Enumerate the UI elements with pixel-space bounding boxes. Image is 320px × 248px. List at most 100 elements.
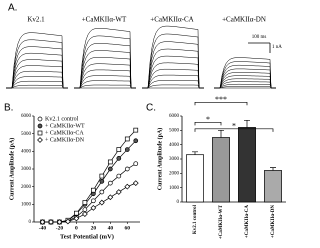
bar: [238, 127, 256, 203]
marker: [107, 180, 113, 186]
current-trace: [142, 84, 204, 89]
current-trace: [214, 64, 276, 89]
bar: [212, 137, 230, 203]
series-line: [42, 182, 136, 223]
significance-label: *: [232, 122, 236, 131]
marker: [124, 183, 131, 190]
marker: [133, 161, 139, 167]
legend-label: + CaMKIIα-DN: [45, 137, 85, 143]
current-trace: [142, 68, 204, 89]
y-tick-label: 5000: [169, 128, 180, 133]
marker: [39, 219, 46, 225]
current-trace: [214, 81, 276, 89]
marker: [124, 166, 130, 172]
marker: [48, 219, 54, 225]
current-trace: [214, 83, 276, 89]
x-tick-label: 20: [91, 225, 97, 231]
current-trace: [6, 46, 68, 89]
bar: [264, 170, 282, 203]
x-tick-label: -20: [56, 225, 64, 231]
x-axis-label: Test Potential (mV): [60, 233, 114, 240]
current-trace: [6, 84, 68, 89]
marker: [81, 211, 88, 217]
current-trace: [214, 61, 276, 89]
trace-label: +CaMKIIα-CA: [150, 16, 193, 24]
marker: [133, 127, 139, 133]
current-trace: [214, 78, 276, 89]
current-trace: [6, 76, 68, 89]
marker: [133, 138, 139, 144]
series-line: [42, 163, 136, 223]
error-bar: [218, 129, 224, 138]
y-tick-label: 1000: [169, 186, 180, 191]
current-trace: [74, 84, 136, 89]
marker: [107, 194, 114, 201]
marker: [37, 123, 43, 129]
current-trace: [142, 62, 204, 89]
marker: [99, 179, 105, 184]
current-trace: [74, 28, 136, 89]
marker: [116, 173, 122, 179]
y-tick-label: 6000: [169, 114, 180, 119]
marker: [116, 147, 122, 152]
marker: [124, 136, 130, 142]
panel-label: B.: [4, 103, 13, 114]
marker: [99, 173, 105, 179]
x-tick-label: +CaMKIIα-WT: [219, 204, 224, 239]
series-line: [42, 140, 137, 223]
legend-label: + CaMKIIα-CA: [45, 130, 84, 136]
significance-bracket: [194, 101, 248, 106]
series-line: [42, 129, 137, 223]
marker: [37, 130, 43, 136]
current-trace: [142, 74, 204, 89]
y-tick-label: 1000: [21, 202, 32, 207]
y-axis-label: Current Amplitude (pA): [8, 138, 15, 201]
current-trace: [142, 55, 204, 89]
bar: [186, 154, 204, 203]
significance-bracket: [194, 128, 274, 132]
y-tick-label: 4000: [169, 143, 180, 148]
marker: [91, 187, 96, 193]
x-tick-label: 40: [108, 225, 114, 231]
marker: [99, 189, 105, 195]
marker: [107, 159, 113, 165]
marker: [37, 137, 43, 143]
current-trace: [142, 80, 204, 89]
current-trace: [142, 41, 204, 89]
marker: [73, 215, 80, 222]
current-trace: [142, 33, 204, 89]
significance-bracket: [194, 121, 222, 126]
marker: [65, 218, 71, 225]
x-tick-label: Kv2.1 control: [193, 204, 198, 234]
legend-label: Kv2.1 control: [45, 116, 79, 122]
current-trace: [74, 69, 136, 89]
current-trace: [6, 65, 68, 89]
x-tick-label: -40: [39, 225, 47, 231]
marker: [56, 219, 63, 225]
panel-label: C.: [146, 103, 156, 114]
marker: [82, 200, 88, 205]
error-bar: [270, 167, 276, 171]
y-tick-label: 6000: [21, 114, 32, 119]
current-trace: [74, 63, 136, 89]
marker: [132, 180, 139, 187]
figure: A. B. C. Kv2.1 +CaMKIIα-WT +CaMKIIα-CA +…: [4, 3, 286, 240]
marker: [37, 116, 43, 122]
current-trace: [74, 57, 136, 89]
marker: [107, 166, 113, 172]
significance-label: *: [206, 115, 210, 124]
significance-label: ***: [215, 95, 227, 104]
marker: [124, 147, 130, 152]
current-trace: [6, 70, 68, 89]
current-trace: [214, 75, 276, 89]
current-trace: [74, 43, 136, 89]
marker: [74, 210, 79, 216]
current-trace: [74, 80, 136, 89]
current-trace: [6, 59, 68, 89]
y-tick-label: 3000: [21, 167, 32, 172]
current-trace: [74, 50, 136, 89]
current-trace: [74, 75, 136, 89]
current-trace: [214, 57, 276, 89]
current-trace: [6, 39, 68, 89]
